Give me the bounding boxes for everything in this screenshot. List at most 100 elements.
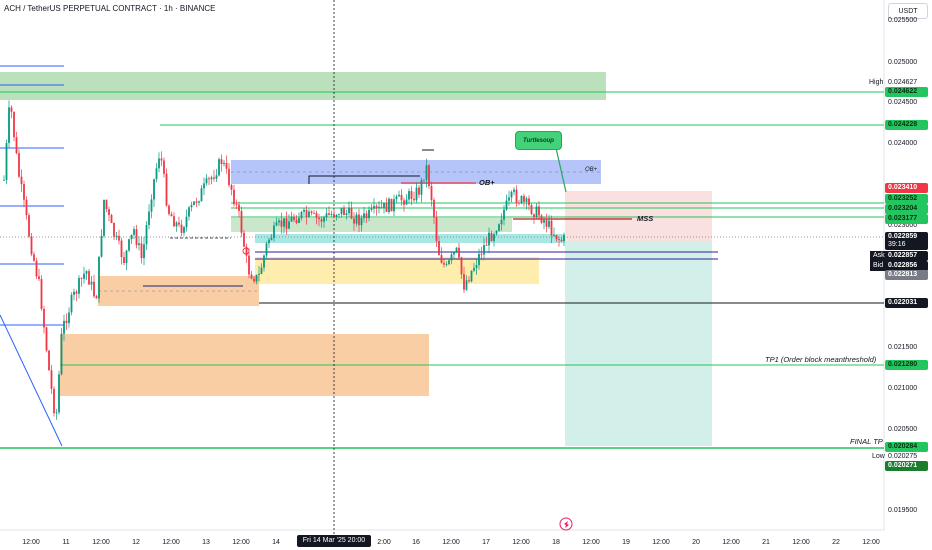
candle-body bbox=[83, 273, 85, 279]
candle-body bbox=[535, 206, 538, 218]
candle-body bbox=[210, 177, 213, 180]
candle-body bbox=[90, 281, 93, 285]
replay-icon bbox=[559, 517, 573, 531]
candle-body bbox=[238, 204, 240, 211]
price-tag: 0.023204 bbox=[885, 204, 928, 214]
candle-body bbox=[135, 229, 138, 246]
candle-body bbox=[273, 225, 275, 238]
candle-body bbox=[33, 254, 35, 261]
candle-body bbox=[265, 243, 268, 256]
candle-body bbox=[305, 209, 308, 218]
symbol-title[interactable]: ACH / TetherUS PERPETUAL CONTRACT · 1h ·… bbox=[4, 4, 216, 13]
candle-body bbox=[443, 262, 445, 265]
time-tick: 16 bbox=[412, 539, 420, 546]
time-tick: 12:00 bbox=[22, 539, 40, 546]
candle-body bbox=[335, 214, 338, 217]
candle-body bbox=[480, 254, 483, 255]
current-price: 0.022859 bbox=[888, 233, 918, 240]
candle-body bbox=[53, 388, 55, 414]
final-tp-price-tag: 0.020284 bbox=[885, 442, 928, 452]
candle-body bbox=[10, 107, 13, 112]
price-tick: 0.025000 bbox=[888, 59, 918, 66]
candle-body bbox=[453, 251, 455, 255]
candle-body bbox=[415, 187, 418, 201]
price-tag: 0.023177 bbox=[885, 214, 928, 224]
candle-body bbox=[548, 220, 550, 227]
bid-label: Bid bbox=[870, 261, 887, 271]
candle-body bbox=[355, 214, 358, 224]
currency-button[interactable]: USDT bbox=[888, 3, 928, 19]
ask-price-tag: 0.022857 bbox=[885, 251, 928, 261]
candle-body bbox=[280, 220, 283, 227]
candle-body bbox=[488, 232, 490, 246]
turtlesoup-callout[interactable]: Turtlesoup bbox=[515, 131, 562, 150]
candle-body bbox=[115, 235, 118, 237]
candle-body bbox=[235, 204, 238, 205]
low-label: Low bbox=[872, 453, 885, 460]
candle-body bbox=[110, 215, 113, 224]
candle-body bbox=[108, 209, 110, 215]
candle-body bbox=[538, 206, 540, 216]
candle-body bbox=[428, 165, 430, 187]
green-small-zone bbox=[231, 218, 512, 232]
time-tick: 21 bbox=[762, 539, 770, 546]
candle-body bbox=[555, 235, 558, 240]
mss-label: MSS bbox=[637, 214, 654, 223]
candle-body bbox=[250, 274, 253, 279]
candle-body bbox=[200, 188, 203, 202]
candle-body bbox=[25, 199, 28, 216]
teal-zone bbox=[255, 234, 565, 243]
price-tag-red: 0.023410 bbox=[885, 183, 928, 193]
low-price-tag: 0.020271 bbox=[885, 461, 928, 471]
candle-body bbox=[143, 244, 145, 259]
candle-body bbox=[478, 254, 480, 266]
candle-body bbox=[225, 162, 228, 169]
candle-body bbox=[120, 240, 123, 258]
candle-body bbox=[345, 213, 348, 216]
candle-body bbox=[148, 211, 150, 225]
bid-price-tag: 0.022856 bbox=[885, 261, 928, 271]
candle-body bbox=[388, 198, 390, 212]
price-tick: 0.025500 bbox=[888, 17, 918, 24]
candle-body bbox=[78, 278, 80, 294]
candle-body bbox=[485, 245, 488, 246]
candle-body bbox=[138, 243, 140, 245]
time-tick: 19 bbox=[622, 539, 630, 546]
bar-countdown: 39:16 bbox=[888, 241, 906, 248]
candle-body bbox=[183, 227, 185, 233]
candle-body bbox=[118, 235, 120, 241]
candle-body bbox=[440, 255, 443, 263]
candle-body bbox=[333, 214, 335, 217]
candle-body bbox=[155, 168, 158, 180]
candle-body bbox=[423, 179, 425, 181]
candle-body bbox=[410, 191, 413, 199]
candle-body bbox=[525, 198, 528, 202]
ob-plus-small-label: OB+ bbox=[585, 167, 598, 173]
candle-body bbox=[308, 211, 310, 218]
candle-body bbox=[213, 177, 215, 179]
candle-body bbox=[185, 216, 188, 228]
candle-body bbox=[403, 200, 405, 205]
candle-body bbox=[433, 199, 435, 218]
candle-body bbox=[63, 320, 65, 334]
candle-body bbox=[413, 198, 415, 201]
current-price-tag: 0.022859 39:16 bbox=[885, 232, 928, 250]
candle-body bbox=[158, 158, 160, 169]
candle-body bbox=[50, 370, 53, 389]
candle-body bbox=[408, 191, 410, 200]
candle-body bbox=[205, 178, 208, 184]
candle-body bbox=[313, 212, 315, 214]
candle-body bbox=[150, 199, 153, 212]
high-label: High bbox=[869, 79, 884, 86]
candle-body bbox=[140, 243, 143, 259]
low-value: 0.020275 bbox=[888, 453, 918, 460]
candle-body bbox=[95, 296, 98, 299]
candle-body bbox=[365, 213, 368, 218]
candle-body bbox=[103, 199, 105, 236]
candle-body bbox=[18, 153, 20, 177]
candle-body bbox=[318, 217, 320, 220]
candle-body bbox=[460, 257, 463, 275]
candle-body bbox=[298, 218, 300, 223]
candle-body bbox=[435, 217, 438, 241]
